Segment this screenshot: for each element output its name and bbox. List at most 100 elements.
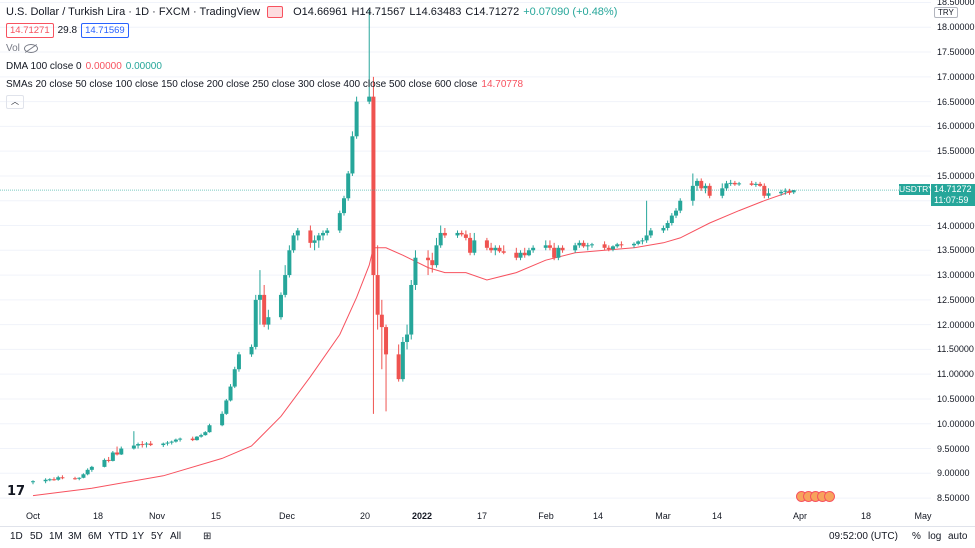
sma-line bbox=[32, 189, 794, 497]
candle-body bbox=[203, 432, 208, 436]
time-tick-label: 18 bbox=[860, 511, 872, 521]
candle-body bbox=[552, 247, 557, 258]
candle-body bbox=[459, 232, 464, 235]
candlestick-chart[interactable] bbox=[0, 0, 931, 508]
bid-price[interactable]: 14.71271 bbox=[6, 22, 54, 38]
candle-body bbox=[291, 235, 296, 251]
timeframe-button[interactable]: 3M bbox=[68, 531, 82, 542]
price-tick-label: 14.00000 bbox=[937, 220, 975, 231]
time-tick-label: Apr bbox=[792, 511, 808, 521]
price-tick-label: 11.50000 bbox=[937, 344, 974, 355]
price-tick-label: 15.00000 bbox=[937, 170, 975, 181]
candle-body bbox=[497, 247, 502, 252]
candle-body bbox=[140, 444, 145, 446]
price-tick-label: 15.50000 bbox=[937, 146, 975, 157]
ohlc-high: H14.71567 bbox=[351, 6, 406, 18]
clock-utc[interactable]: 09:52:00 (UTC) bbox=[829, 531, 898, 542]
time-tick-label: Mar bbox=[655, 511, 671, 521]
candle-body bbox=[442, 232, 447, 236]
time-tick-label: May bbox=[914, 511, 932, 521]
candle-body bbox=[228, 386, 233, 401]
candle-body bbox=[31, 481, 35, 483]
candle-body bbox=[585, 245, 590, 247]
candle-body bbox=[354, 101, 359, 137]
candle-body bbox=[43, 479, 48, 482]
candle-body bbox=[556, 247, 561, 258]
timeframe-button[interactable]: 1M bbox=[49, 531, 63, 542]
candle-body bbox=[249, 346, 254, 355]
candle-body bbox=[413, 257, 418, 285]
candle-body bbox=[463, 234, 468, 238]
candle-body bbox=[640, 240, 645, 242]
time-tick-label: Oct bbox=[25, 511, 41, 521]
timeframe-button[interactable]: All bbox=[170, 531, 182, 542]
candle-body bbox=[699, 180, 704, 189]
candle-body bbox=[262, 294, 267, 325]
candle-body bbox=[732, 182, 737, 185]
candle-body bbox=[77, 477, 82, 479]
candle-body bbox=[791, 190, 796, 193]
flag-icon[interactable] bbox=[267, 6, 284, 18]
timeframe-button[interactable]: 5D bbox=[30, 531, 43, 542]
candle-body bbox=[531, 247, 536, 251]
candle-body bbox=[619, 244, 624, 246]
ask-price[interactable]: 14.71569 bbox=[81, 22, 129, 38]
chart-legend: U.S. Dollar / Turkish Lira · 1D · FXCM ·… bbox=[6, 3, 617, 111]
candle-body bbox=[342, 198, 347, 214]
candle-body bbox=[501, 251, 506, 253]
time-tick-label: 20 bbox=[359, 511, 371, 521]
price-axis[interactable]: 18.50000 18.00000 17.50000 17.00000 16.50000… bbox=[931, 0, 975, 508]
candle-body bbox=[581, 242, 586, 247]
candle-body bbox=[257, 294, 262, 300]
chevron-up-icon[interactable]: ︿ bbox=[6, 95, 24, 109]
candle-body bbox=[56, 477, 61, 480]
dma-value-1: 0.00000 bbox=[85, 60, 122, 72]
candle-body bbox=[484, 240, 489, 248]
ohlc-change: +0.07090 (+0.48%) bbox=[523, 6, 618, 18]
candle-body bbox=[728, 182, 733, 184]
candle-body bbox=[136, 444, 141, 446]
log-scale-toggle[interactable]: log bbox=[928, 531, 942, 542]
date-range-icon[interactable]: ⊞ bbox=[203, 531, 212, 542]
timeframe-button[interactable]: YTD bbox=[108, 531, 128, 542]
candle-body bbox=[724, 183, 729, 189]
timeframe-button[interactable]: 5Y bbox=[151, 531, 164, 542]
candle-body bbox=[115, 452, 120, 455]
ohlc-low: L14.63483 bbox=[409, 6, 462, 18]
candle-body bbox=[518, 252, 523, 258]
candle-body bbox=[438, 232, 443, 246]
auto-scale-toggle[interactable]: auto bbox=[948, 531, 968, 542]
candle-body bbox=[707, 185, 712, 196]
candle-body bbox=[426, 257, 431, 261]
candle-body bbox=[375, 275, 380, 315]
candle-body bbox=[81, 474, 86, 478]
candle-body bbox=[384, 327, 389, 355]
timeframe-button[interactable]: 1Y bbox=[132, 531, 145, 542]
time-axis[interactable]: Oct 18 Nov 15 Dec 20 2022 17 Feb 14 Mar 14 Apr 18 May bbox=[0, 508, 932, 526]
symbol-title[interactable]: U.S. Dollar / Turkish Lira · 1D · FXCM ·… bbox=[6, 6, 261, 18]
candle-body bbox=[468, 237, 473, 253]
timeframe-button[interactable]: 1D bbox=[10, 531, 23, 542]
candle-body bbox=[606, 247, 611, 250]
candle-body bbox=[720, 188, 725, 196]
time-tick-label: 14 bbox=[592, 511, 604, 521]
timeframe-button[interactable]: 6M bbox=[88, 531, 102, 542]
candle-body bbox=[52, 479, 57, 481]
price-tick-label: 10.00000 bbox=[937, 418, 975, 429]
chart-pane[interactable]: U.S. Dollar / Turkish Lira · 1D · FXCM ·… bbox=[0, 0, 934, 508]
candle-body bbox=[674, 210, 679, 216]
price-tick-label: 17.00000 bbox=[937, 71, 975, 82]
price-tick-label: 18.50000 bbox=[937, 0, 975, 8]
candle-body bbox=[472, 240, 477, 253]
sma-label: SMAs 20 close 50 close 100 close 150 clo… bbox=[6, 78, 478, 90]
tradingview-logo-icon: 17 bbox=[7, 484, 26, 499]
percent-scale-toggle[interactable]: % bbox=[912, 531, 921, 542]
candle-body bbox=[737, 183, 742, 185]
candle-body bbox=[316, 235, 321, 241]
economic-events-icon[interactable] bbox=[796, 491, 835, 502]
currency-selector[interactable]: TRY bbox=[934, 7, 958, 18]
candle-body bbox=[547, 245, 552, 248]
dma-label: DMA 100 close 0 bbox=[6, 60, 82, 72]
time-tick-label: Nov bbox=[148, 511, 166, 521]
eye-hidden-icon[interactable] bbox=[23, 43, 38, 53]
